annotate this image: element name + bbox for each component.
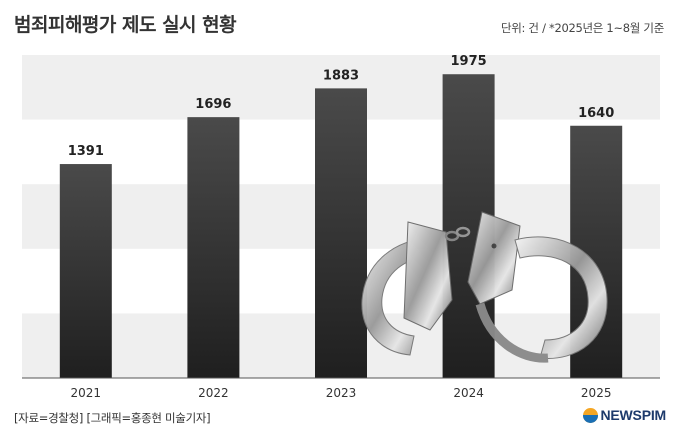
x-tick-labels: 2021 2022 2023 2024 2025 — [71, 386, 612, 400]
handcuffs-illustration — [361, 211, 608, 363]
data-label-2024: 1975 — [451, 54, 487, 69]
x-tick-2024: 2024 — [453, 386, 484, 400]
bar-2023 — [315, 88, 367, 379]
x-tick-2023: 2023 — [326, 386, 357, 400]
bar-2022 — [187, 117, 240, 379]
x-tick-2025: 2025 — [581, 386, 612, 400]
logo-mark-icon — [582, 407, 598, 423]
chart-title: 범죄피해평가 제도 실시 현황 — [14, 14, 237, 36]
bar-2021 — [59, 164, 112, 378]
data-label-2025: 1640 — [578, 106, 614, 121]
data-label-2023: 1883 — [323, 68, 359, 83]
newspim-logo: NEWSPIM — [582, 407, 667, 423]
data-label-2022: 1696 — [195, 97, 231, 112]
data-label-2021: 1391 — [68, 144, 104, 159]
logo-text: NEWSPIM — [600, 407, 667, 423]
unit-note: 단위: 건 / *2025년은 1~8월 기준 — [500, 21, 664, 35]
x-tick-2021: 2021 — [71, 386, 102, 400]
source-note: [자료=경찰청] [그래픽=홍종현 미술기자] — [14, 411, 211, 425]
x-tick-2022: 2022 — [198, 386, 229, 400]
